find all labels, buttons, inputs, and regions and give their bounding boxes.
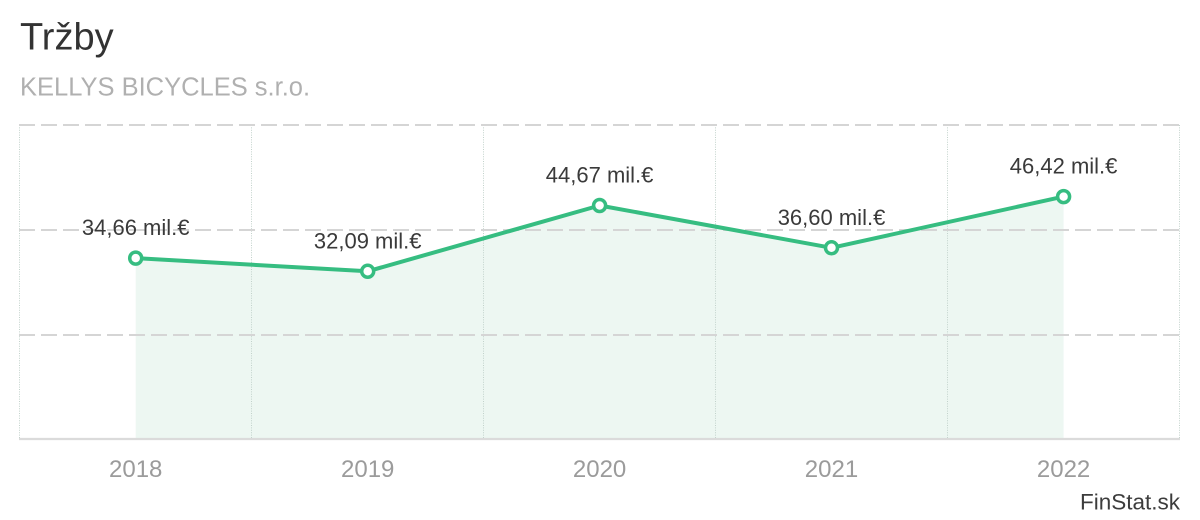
svg-text:32,09 mil.€: 32,09 mil.€ bbox=[314, 228, 422, 253]
svg-text:Tržby: Tržby bbox=[20, 17, 114, 59]
svg-text:2018: 2018 bbox=[109, 456, 162, 483]
svg-text:46,42 mil.€: 46,42 mil.€ bbox=[1010, 154, 1118, 179]
svg-text:36,60 mil.€: 36,60 mil.€ bbox=[778, 205, 886, 230]
svg-text:2019: 2019 bbox=[341, 456, 394, 483]
svg-text:2020: 2020 bbox=[573, 456, 626, 483]
svg-text:44,67 mil.€: 44,67 mil.€ bbox=[546, 163, 654, 188]
svg-text:34,66 mil.€: 34,66 mil.€ bbox=[82, 215, 190, 240]
svg-text:KELLYS BICYCLES s.r.o.: KELLYS BICYCLES s.r.o. bbox=[20, 74, 310, 102]
svg-text:FinStat.sk: FinStat.sk bbox=[1080, 490, 1181, 515]
svg-text:2021: 2021 bbox=[805, 456, 858, 483]
svg-text:2022: 2022 bbox=[1037, 456, 1090, 483]
